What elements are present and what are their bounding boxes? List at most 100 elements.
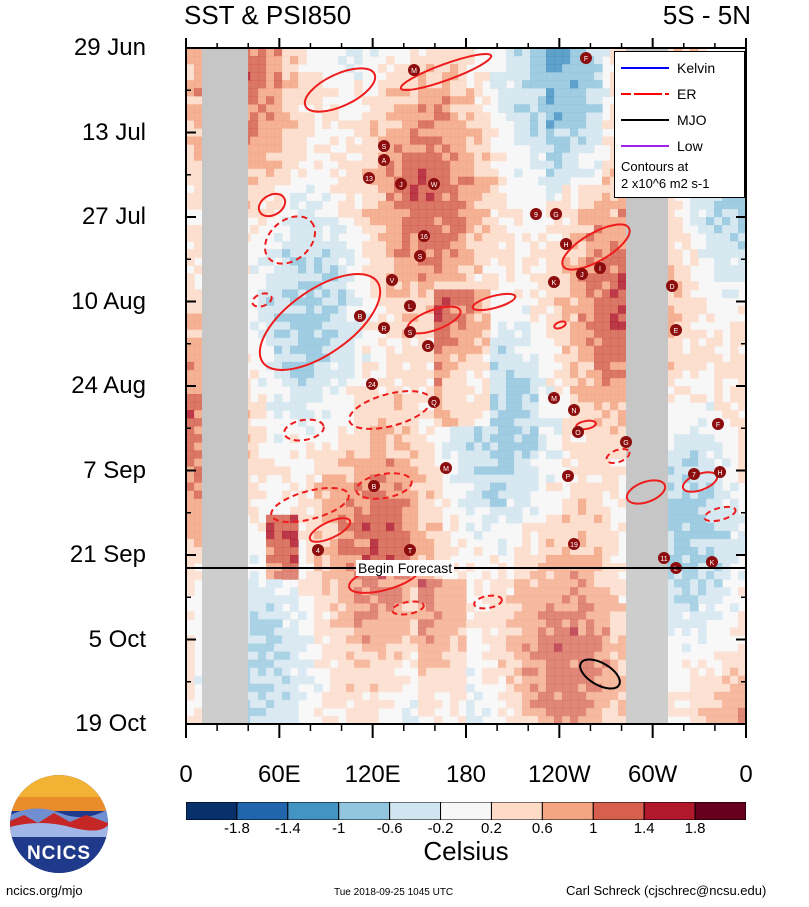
sst-cell bbox=[354, 699, 363, 709]
sst-cell bbox=[498, 225, 507, 234]
sst-cell bbox=[682, 265, 691, 274]
sst-cell bbox=[722, 571, 731, 580]
sst-cell bbox=[386, 56, 395, 65]
sst-cell bbox=[498, 249, 507, 258]
sst-cell bbox=[442, 402, 451, 411]
sst-cell bbox=[418, 64, 427, 73]
sst-cell bbox=[618, 337, 627, 347]
sst-cell bbox=[330, 595, 339, 604]
sst-cell bbox=[578, 72, 587, 81]
sst-cell bbox=[306, 96, 315, 105]
sst-cell bbox=[498, 619, 507, 629]
sst-cell bbox=[194, 176, 203, 186]
sst-cell bbox=[370, 426, 379, 435]
sst-cell bbox=[586, 273, 595, 282]
sst-cell bbox=[338, 522, 347, 532]
sst-cell bbox=[186, 337, 195, 347]
sst-cell bbox=[482, 233, 491, 242]
sst-cell bbox=[738, 474, 746, 484]
sst-cell bbox=[570, 96, 579, 105]
storm-marker-label: G bbox=[553, 212, 558, 219]
sst-cell bbox=[410, 482, 419, 492]
sst-cell bbox=[506, 337, 515, 347]
sst-cell bbox=[618, 377, 627, 387]
sst-cell bbox=[370, 176, 379, 186]
sst-cell bbox=[682, 482, 691, 492]
sst-cell bbox=[290, 410, 299, 419]
sst-cell bbox=[514, 659, 523, 669]
sst-cell bbox=[594, 426, 603, 435]
sst-cell bbox=[546, 136, 555, 146]
sst-cell bbox=[354, 56, 363, 65]
sst-cell bbox=[250, 683, 259, 693]
sst-cell bbox=[442, 587, 451, 596]
sst-cell bbox=[562, 530, 571, 540]
sst-cell bbox=[186, 506, 195, 516]
sst-cell bbox=[426, 482, 435, 492]
sst-cell bbox=[194, 305, 203, 315]
sst-cell bbox=[674, 466, 683, 476]
sst-cell bbox=[458, 715, 467, 724]
sst-cell bbox=[530, 571, 539, 580]
sst-cell bbox=[354, 394, 363, 403]
sst-cell bbox=[562, 434, 571, 443]
sst-cell bbox=[578, 297, 587, 307]
sst-cell bbox=[698, 458, 707, 468]
sst-cell bbox=[370, 683, 379, 693]
sst-cell bbox=[666, 482, 675, 492]
sst-cell bbox=[354, 88, 363, 97]
sst-cell bbox=[410, 595, 419, 604]
sst-cell bbox=[314, 683, 323, 693]
sst-cell bbox=[490, 345, 499, 355]
sst-cell bbox=[498, 345, 507, 355]
sst-cell bbox=[530, 683, 539, 693]
sst-cell bbox=[418, 120, 427, 130]
sst-cell bbox=[250, 659, 259, 669]
sst-cell bbox=[386, 321, 395, 331]
sst-cell bbox=[722, 546, 731, 556]
sst-cell bbox=[546, 160, 555, 170]
sst-cell bbox=[450, 386, 459, 395]
sst-cell bbox=[338, 474, 347, 484]
sst-cell bbox=[402, 675, 411, 685]
sst-cell bbox=[610, 627, 619, 637]
sst-cell bbox=[290, 530, 299, 540]
sst-cell bbox=[426, 555, 435, 564]
chart-title: SST & PSI850 bbox=[184, 0, 352, 30]
sst-cell bbox=[266, 595, 275, 604]
sst-cell bbox=[714, 241, 723, 250]
sst-cell bbox=[394, 394, 403, 403]
sst-cell bbox=[378, 241, 387, 250]
sst-cell bbox=[258, 611, 267, 620]
sst-cell bbox=[410, 699, 419, 709]
sst-cell bbox=[442, 555, 451, 564]
sst-cell bbox=[594, 482, 603, 492]
er-contour bbox=[308, 517, 352, 543]
sst-cell bbox=[714, 337, 723, 347]
sst-cell bbox=[386, 579, 395, 588]
sst-cell bbox=[522, 667, 531, 677]
sst-cell bbox=[330, 579, 339, 588]
sst-cell bbox=[402, 498, 411, 508]
sst-cell bbox=[194, 200, 203, 210]
sst-cell bbox=[450, 635, 459, 645]
sst-cell bbox=[290, 699, 299, 709]
sst-cell bbox=[266, 128, 275, 138]
sst-cell bbox=[578, 184, 587, 194]
sst-cell bbox=[418, 369, 427, 379]
sst-cell bbox=[498, 442, 507, 451]
sst-cell bbox=[730, 353, 739, 363]
sst-cell bbox=[410, 603, 419, 612]
sst-cell bbox=[402, 104, 411, 113]
sst-cell bbox=[442, 176, 451, 186]
sst-cell bbox=[298, 587, 307, 596]
sst-cell bbox=[474, 321, 483, 331]
sst-cell bbox=[314, 530, 323, 540]
sst-cell bbox=[618, 249, 627, 258]
sst-cell bbox=[458, 458, 467, 468]
sst-cell bbox=[322, 715, 331, 724]
sst-cell bbox=[562, 522, 571, 532]
sst-cell bbox=[362, 579, 371, 588]
sst-cell bbox=[434, 48, 443, 57]
sst-cell bbox=[434, 643, 443, 653]
